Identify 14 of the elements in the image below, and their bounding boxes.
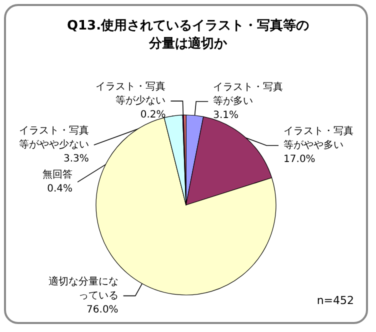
- data-label: 76.0%: [86, 304, 118, 316]
- data-label: 3.3%: [64, 154, 89, 165]
- chart-title: Q13.使用されているイラスト・写真等の分量は適切か: [66, 18, 310, 52]
- data-label: 17.0%: [284, 154, 316, 165]
- text: n=452: [316, 294, 354, 307]
- slice-label: イラスト・写真等がやや少ない: [18, 124, 89, 151]
- slice-label: 適切な分量になっている: [48, 275, 118, 302]
- data-label: 3.1%: [213, 110, 239, 121]
- data-label: 0.2%: [140, 110, 166, 121]
- data-label: 0.4%: [47, 184, 73, 195]
- slice-label: イラスト・写真等が多い: [213, 80, 284, 107]
- slice-label: 無回答: [42, 168, 73, 181]
- slice-label: イラスト・写真等がやや多い: [284, 124, 354, 151]
- slice-label: イラスト・写真等が少ない: [96, 80, 166, 107]
